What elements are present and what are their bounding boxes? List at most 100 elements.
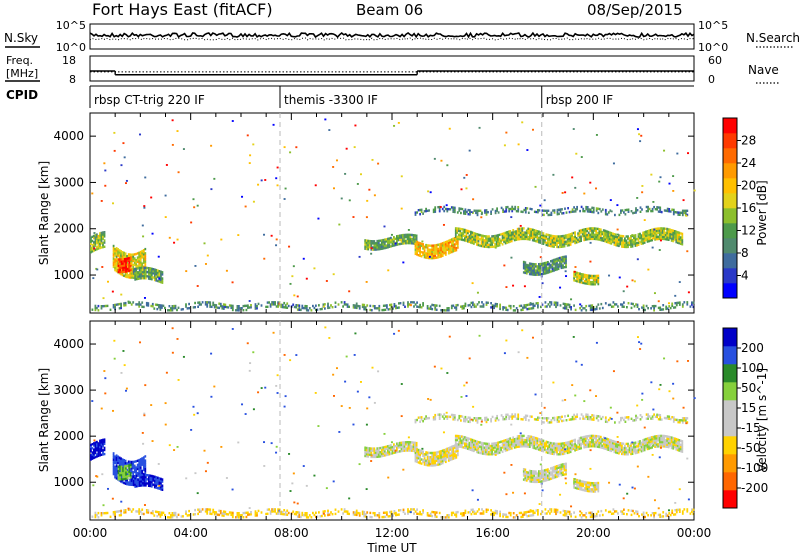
power-cell [406, 241, 409, 245]
power-cell [518, 233, 521, 237]
velocity-cell [556, 444, 558, 448]
power-cell [393, 305, 396, 308]
power-cell [512, 309, 515, 312]
power-cell [515, 210, 518, 213]
velocity-cell [652, 441, 655, 445]
power-cell [93, 243, 95, 246]
velocity-cell [513, 438, 516, 441]
velocity-cell [394, 451, 397, 454]
power-cell [332, 273, 335, 276]
velocity-cell [382, 450, 385, 453]
velocity-cell [488, 442, 490, 446]
nsearch-tick-bottom: 10^0 [698, 41, 728, 54]
power-cell [412, 234, 415, 237]
velocity-cell [544, 446, 546, 449]
power-cell [627, 302, 630, 305]
velocity-cell [648, 439, 650, 442]
velocity-cell [150, 478, 153, 482]
velocity-cell [538, 480, 540, 483]
velocity-cell [551, 442, 554, 445]
velocity-cell [507, 444, 510, 447]
power-cell [158, 306, 160, 309]
velocity-cell [420, 462, 423, 465]
power-cell [544, 209, 547, 212]
velocity-cell [561, 415, 563, 418]
velocity-cell [475, 419, 477, 422]
velocity-cell [428, 455, 430, 459]
velocity-cell [117, 455, 119, 458]
velocity-cell [477, 440, 480, 444]
velocity-cell [613, 446, 616, 449]
velocity-cell [607, 448, 610, 451]
power-cell [443, 247, 446, 251]
velocity-cell [383, 445, 386, 449]
velocity-cell [400, 449, 403, 453]
power-cell [102, 231, 104, 234]
velocity-cell [380, 446, 383, 449]
power-cell [547, 303, 550, 306]
power-cell [642, 306, 645, 309]
power-cell [607, 230, 610, 234]
power-cell [488, 239, 490, 242]
power-cell [668, 208, 671, 211]
power-cell [583, 234, 586, 237]
power-cell [553, 239, 555, 242]
velocity-cell [119, 467, 121, 471]
power-cell [504, 239, 507, 243]
power-cell [114, 305, 116, 309]
power-cell [542, 270, 545, 273]
velocity-cell [408, 447, 410, 450]
velocity-cell [444, 456, 447, 459]
power-cell [589, 227, 592, 230]
velocity-cell [485, 448, 487, 452]
power-cell [503, 238, 505, 241]
power-cell [374, 244, 377, 247]
power-cell [639, 140, 642, 143]
power-cell [670, 239, 673, 242]
power-cell [390, 305, 393, 308]
power-cell [130, 263, 133, 267]
power-cell [491, 245, 493, 248]
power-cell [582, 307, 585, 310]
power-cell [578, 240, 581, 243]
power-cell [530, 236, 533, 239]
velocity-cell [518, 443, 521, 446]
power-cell [129, 253, 132, 256]
power-cell [342, 305, 344, 308]
power-cell [586, 280, 589, 283]
power-cell [144, 258, 147, 261]
velocity-cell [593, 436, 596, 440]
power-cell [580, 231, 582, 234]
velocity-cell [619, 442, 622, 445]
power-cell [123, 253, 125, 257]
power-cell [550, 264, 552, 267]
power-cell [380, 245, 383, 248]
power-cell [120, 164, 123, 167]
power-cell [566, 236, 569, 239]
power-cell [236, 307, 239, 310]
velocity-cell [544, 477, 546, 480]
velocity-cell [135, 472, 138, 475]
power-cell [651, 305, 654, 308]
power-cell [123, 258, 126, 261]
velocity-cell [649, 438, 652, 441]
velocity-cell [422, 458, 424, 462]
power-cell [509, 240, 512, 243]
power-cell [431, 244, 434, 247]
velocity-cell [681, 421, 684, 424]
power-cell [497, 244, 499, 247]
power-cell [557, 237, 560, 240]
power-cell [522, 235, 525, 238]
power-cell [358, 255, 361, 258]
velocity-cell [115, 456, 118, 459]
velocity-cell [498, 447, 501, 450]
velocity-cell [525, 473, 528, 476]
power-cell [583, 210, 586, 213]
power-cell [514, 309, 517, 312]
velocity-cell [393, 449, 395, 452]
velocity-cell [533, 438, 536, 441]
power-cell [652, 201, 655, 203]
power-cell [680, 211, 683, 214]
velocity-cell [408, 443, 410, 446]
power-cell [626, 306, 628, 309]
